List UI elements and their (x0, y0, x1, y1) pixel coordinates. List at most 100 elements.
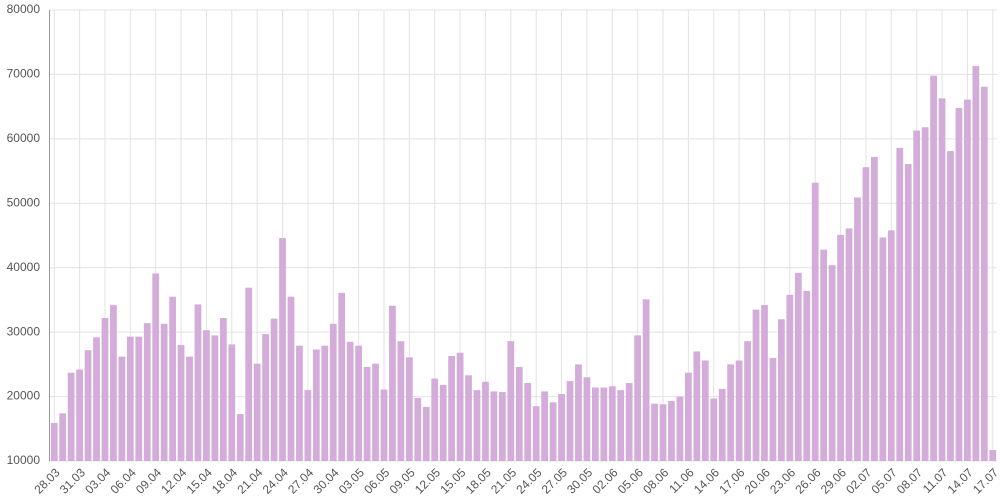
bar (296, 345, 303, 461)
bar (710, 398, 718, 461)
bar (135, 336, 143, 461)
bar (236, 413, 244, 461)
bar (634, 335, 642, 461)
bar (169, 296, 176, 461)
bar (972, 66, 980, 461)
bar (262, 334, 269, 461)
x-tick-label: 15.05 (437, 465, 468, 496)
bar (312, 349, 320, 461)
bar (329, 323, 337, 461)
bar (439, 384, 447, 461)
bar (118, 356, 126, 461)
bar (727, 364, 735, 461)
x-tick-label: 05.07 (869, 465, 900, 496)
x-tick-label: 12.04 (158, 465, 189, 496)
bar (414, 397, 422, 461)
bar (955, 107, 963, 461)
bar (465, 375, 472, 461)
x-tick-label: 20.06 (742, 465, 773, 496)
x-tick-label: 02.06 (590, 465, 621, 496)
y-tick-label: 80000 (7, 2, 41, 16)
bar (659, 404, 667, 461)
x-tick-label: 23.06 (767, 465, 798, 496)
bar (803, 290, 811, 461)
bar (642, 299, 650, 461)
bar (363, 366, 371, 461)
x-tick-label: 21.05 (488, 465, 519, 496)
bar (482, 381, 489, 461)
x-tick-label: 27.05 (539, 465, 570, 496)
x-tick-label: 28.03 (31, 465, 62, 496)
bar (253, 363, 261, 461)
bar (752, 309, 760, 461)
x-tick-label: 30.05 (564, 465, 595, 496)
bar (338, 292, 346, 461)
x-tick-label: 14.07 (945, 465, 976, 496)
bar (778, 319, 785, 461)
bar (887, 230, 895, 461)
bar (143, 323, 151, 461)
x-tick-label: 17.07 (970, 465, 1000, 496)
bar (177, 345, 185, 461)
bar (397, 341, 405, 461)
x-tick-label: 06.04 (108, 465, 139, 496)
bar (498, 392, 506, 461)
bar (346, 341, 354, 461)
bar (862, 167, 870, 461)
x-tick-label: 08.07 (894, 465, 925, 496)
bar (448, 355, 456, 461)
bar (676, 396, 684, 461)
bar (608, 386, 616, 461)
bar (947, 151, 954, 461)
x-tick-label: 06.05 (361, 465, 392, 496)
x-tick-label: 11.06 (666, 465, 697, 496)
x-tick-label: 03.05 (336, 465, 367, 496)
bar (591, 387, 599, 461)
bar (405, 357, 413, 461)
bar (583, 377, 591, 461)
bar (651, 403, 658, 461)
bar (219, 317, 227, 461)
bar (532, 406, 540, 461)
bar (735, 360, 743, 461)
bar (541, 391, 549, 461)
bar (837, 234, 844, 461)
bar (879, 237, 887, 461)
bar (854, 197, 861, 462)
y-tick-label: 70000 (7, 67, 41, 81)
bar (372, 363, 379, 461)
bar (693, 351, 701, 461)
bar (93, 337, 100, 461)
bar (287, 296, 295, 461)
bar (921, 127, 929, 461)
bar (871, 156, 878, 461)
x-tick-label: 24.05 (513, 465, 544, 496)
bar (794, 272, 802, 461)
x-tick-label: 11.07 (920, 465, 951, 496)
bar (549, 402, 557, 461)
bar (126, 336, 134, 461)
x-tick-label: 24.04 (260, 465, 291, 496)
bar (938, 98, 946, 461)
bar (769, 357, 777, 461)
bar (389, 305, 396, 461)
bar (896, 147, 904, 461)
bar (160, 323, 168, 461)
y-tick-label: 50000 (7, 195, 41, 209)
y-tick-label: 30000 (7, 324, 41, 338)
x-tick-label: 02.07 (843, 465, 874, 496)
bar (964, 99, 971, 461)
bar (820, 249, 828, 461)
y-tick-label: 40000 (7, 260, 41, 274)
x-tick-label: 18.05 (463, 465, 494, 496)
bar (194, 304, 202, 461)
x-tick-label: 27.04 (285, 465, 316, 496)
bar (701, 360, 709, 461)
bar (152, 273, 160, 461)
bar (270, 318, 278, 461)
bar (904, 163, 912, 461)
x-tick-label: 05.06 (615, 465, 646, 496)
bar (473, 390, 481, 461)
x-tick-label: 31.03 (57, 465, 88, 496)
x-tick-label: 17.06 (716, 465, 747, 496)
